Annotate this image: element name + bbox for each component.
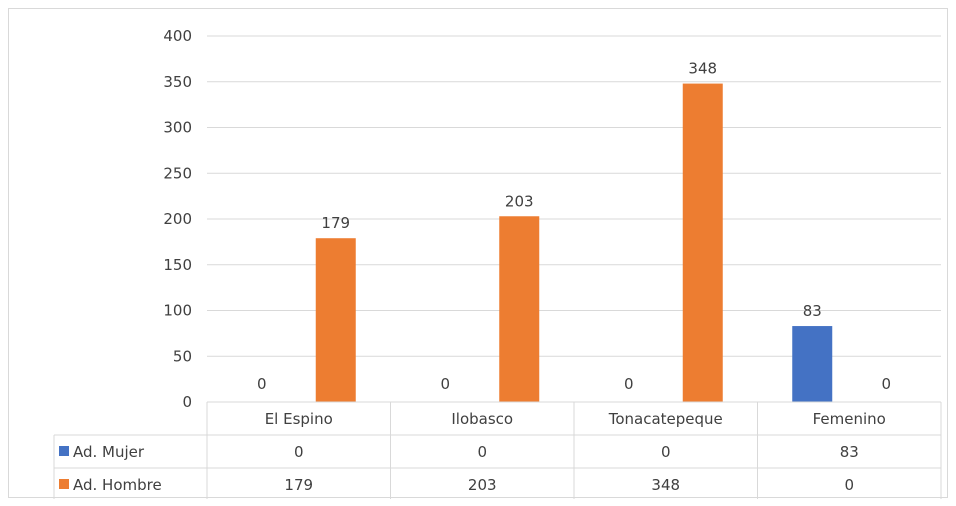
bar-mujer <box>792 326 833 402</box>
chart-frame: 0 50 100 150 200 250 300 350 400 0 0 0 83 179 203 348 0 E… <box>8 8 948 499</box>
category-label: Ilobasco <box>451 410 513 428</box>
legend-key <box>59 479 69 489</box>
category-label: Femenino <box>813 410 886 428</box>
bar-hombre <box>682 83 723 402</box>
table-cell-value: 0 <box>477 443 487 461</box>
table-cell-value: 0 <box>844 476 854 494</box>
y-tick-label: 0 <box>182 393 192 411</box>
series-name: Ad. Mujer <box>73 443 145 461</box>
category-label: El Espino <box>265 410 333 428</box>
y-tick-label: 350 <box>163 73 192 91</box>
table-cell-value: 348 <box>651 476 680 494</box>
category-label: Tonacatepeque <box>608 410 723 428</box>
y-tick-label: 300 <box>163 119 192 137</box>
data-label: 0 <box>881 375 891 393</box>
bar-hombre <box>315 238 356 402</box>
table-cell-value: 0 <box>661 443 671 461</box>
y-tick-label: 200 <box>163 210 192 228</box>
data-label: 0 <box>624 375 634 393</box>
y-tick-label: 50 <box>173 347 192 365</box>
legend-key <box>59 446 69 456</box>
bar-hombre <box>499 216 540 402</box>
y-tick-label: 100 <box>163 302 192 320</box>
data-label: 0 <box>257 375 267 393</box>
table-cell-value: 179 <box>284 476 313 494</box>
series-name: Ad. Hombre <box>73 476 162 494</box>
table-cell-value: 83 <box>840 443 859 461</box>
data-label: 203 <box>505 192 534 210</box>
table-cell-value: 0 <box>294 443 304 461</box>
data-label: 348 <box>688 60 717 78</box>
data-label: 83 <box>803 302 822 320</box>
y-tick-label: 250 <box>163 164 192 182</box>
y-tick-label: 150 <box>163 256 192 274</box>
data-label: 0 <box>440 375 450 393</box>
y-tick-label: 400 <box>163 27 192 45</box>
table-cell-value: 203 <box>468 476 497 494</box>
data-label: 179 <box>321 214 350 232</box>
bar-chart: 0 50 100 150 200 250 300 350 400 0 0 0 83 179 203 348 0 E… <box>53 27 942 499</box>
